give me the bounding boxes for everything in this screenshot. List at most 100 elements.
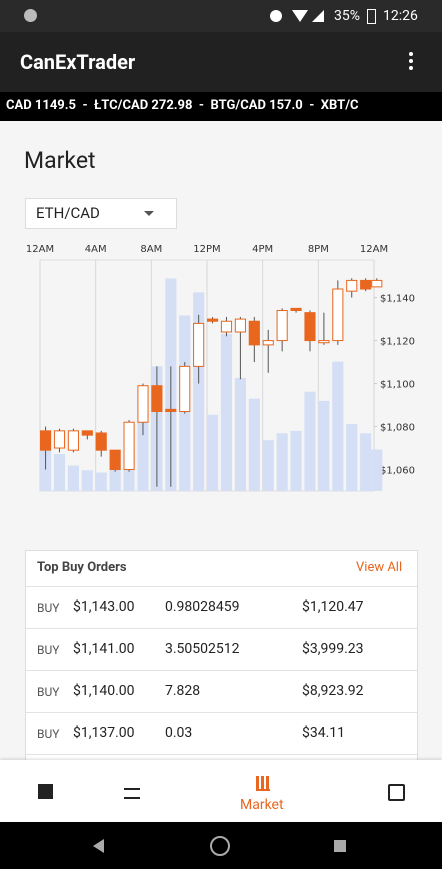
- volume-bar: [276, 433, 288, 491]
- order-amount: 3.50502512: [165, 641, 240, 657]
- x-tick-label: 8PM: [308, 244, 329, 255]
- order-side: BUY: [37, 685, 60, 699]
- x-tick-label: 8AM: [140, 244, 162, 255]
- volume-bar: [360, 433, 372, 491]
- y-tick-label: $1,080: [380, 423, 415, 434]
- battery-icon: [367, 9, 376, 24]
- volume-bar: [290, 430, 302, 491]
- pair-dropdown[interactable]: ETH/CAD: [25, 198, 177, 229]
- volume-bar: [81, 470, 93, 491]
- x-tick-label: 12AM: [360, 244, 388, 255]
- candle-body: [318, 340, 330, 344]
- volume-bar: [137, 405, 149, 491]
- order-row: BUY $1,143.00 0.98028459 $1,120.47: [26, 586, 417, 629]
- volume-bar: [371, 449, 383, 491]
- ticker-text: CAD 1149.5 - ŁTC/CAD 272.98 - BTG/CAD 15…: [6, 98, 359, 113]
- order-price: $1,141.00: [73, 641, 135, 657]
- order-row: BUY $1,137.00 0.03 $34.11: [26, 712, 417, 755]
- order-price: $1,140.00: [73, 683, 135, 699]
- volume-bar: [207, 414, 219, 491]
- candle-body: [137, 385, 149, 423]
- candle-body: [123, 421, 135, 471]
- notification-icon: [24, 9, 37, 22]
- candle-body: [360, 279, 372, 290]
- clock: 12:26: [383, 8, 418, 24]
- order-price: $1,143.00: [73, 599, 135, 615]
- ticker: CAD 1149.5 - ŁTC/CAD 272.98 - BTG/CAD 15…: [0, 92, 442, 121]
- app-title: CanExTrader: [20, 50, 136, 74]
- chart: 12AM 4AM 8AM 12PM 4PM 8PM 12AM $1,060 $1,080 $1,1…: [26, 244, 415, 492]
- order-amount: 7.828: [165, 683, 201, 699]
- order-row: BUY $1,141.00 3.50502512 $3,999.23: [26, 628, 417, 671]
- candle-body: [40, 430, 52, 451]
- volume-bar: [248, 398, 260, 491]
- order-row: BUY $1,140.00 7.828 $8,923.92: [26, 670, 417, 713]
- candle-body: [304, 312, 316, 342]
- candle-body: [220, 320, 233, 333]
- order-amount: 0.98028459: [165, 599, 240, 615]
- order-side: BUY: [37, 727, 60, 741]
- volume-bar: [262, 440, 274, 491]
- candle-body: [346, 279, 358, 292]
- candle-body: [234, 318, 246, 333]
- candle-body: [95, 432, 107, 451]
- candle-body: [248, 320, 260, 346]
- candle-body: [262, 340, 274, 346]
- order-row-divider: [26, 754, 417, 797]
- volume-bar: [95, 472, 107, 491]
- bottom-nav: Market: [0, 760, 442, 822]
- candle-body: [371, 279, 383, 288]
- signal-icon: [312, 10, 324, 22]
- x-tick-label: 4AM: [85, 244, 107, 255]
- wifi-icon: [292, 10, 308, 22]
- candle-body: [109, 449, 121, 471]
- system-nav: [0, 822, 442, 869]
- nav-label-active[interactable]: Market: [240, 797, 284, 813]
- dashboard-icon[interactable]: [38, 784, 53, 799]
- x-tick-label: 12PM: [193, 244, 220, 255]
- volume-bar: [332, 361, 344, 491]
- section-title: Market: [24, 147, 96, 174]
- dropdown-arrow: [144, 211, 154, 216]
- candle-body: [207, 318, 219, 322]
- order-total: $34.11: [302, 725, 346, 741]
- order-amount: 0.03: [165, 725, 193, 741]
- back-button[interactable]: [93, 839, 104, 853]
- view-all[interactable]: View All: [356, 560, 403, 575]
- order-price: $1,137.00: [73, 725, 135, 741]
- x-tick-label: 4PM: [252, 244, 273, 255]
- x-tick-label: 12AM: [26, 244, 54, 255]
- candle-body: [290, 307, 302, 311]
- candle-body: [81, 430, 93, 436]
- overflow-menu[interactable]: [408, 52, 414, 72]
- pair-text: ETH/CAD: [36, 204, 100, 222]
- volume-bar: [220, 333, 233, 491]
- candle-body: [53, 430, 66, 449]
- dnd-icon: [270, 10, 282, 22]
- market-icon[interactable]: [256, 776, 270, 791]
- volume-bar: [318, 400, 330, 491]
- home-button[interactable]: [210, 836, 230, 856]
- app-bar: CanExTrader: [0, 32, 442, 92]
- order-side: BUY: [37, 601, 60, 615]
- order-side: BUY: [37, 643, 60, 657]
- volume-bar: [193, 292, 205, 491]
- trade-icon[interactable]: [124, 788, 140, 799]
- order-total: $1,120.47: [302, 599, 364, 615]
- y-tick-label: $1,120: [380, 337, 415, 348]
- volume-bar: [109, 465, 121, 491]
- battery-text: 35%: [334, 8, 360, 24]
- status-bar: 35% 12:26: [0, 0, 442, 32]
- candle-body: [165, 408, 177, 412]
- recents-button[interactable]: [334, 840, 346, 852]
- candle-body: [151, 385, 163, 412]
- candle-body: [276, 309, 288, 342]
- volume-bar: [234, 377, 246, 491]
- volume-bar: [53, 454, 66, 491]
- order-total: $8,923.92: [302, 683, 364, 699]
- volume-bar: [67, 465, 79, 491]
- wallet-icon[interactable]: [388, 784, 405, 801]
- candle-body: [193, 322, 205, 367]
- volume-bar: [346, 424, 358, 491]
